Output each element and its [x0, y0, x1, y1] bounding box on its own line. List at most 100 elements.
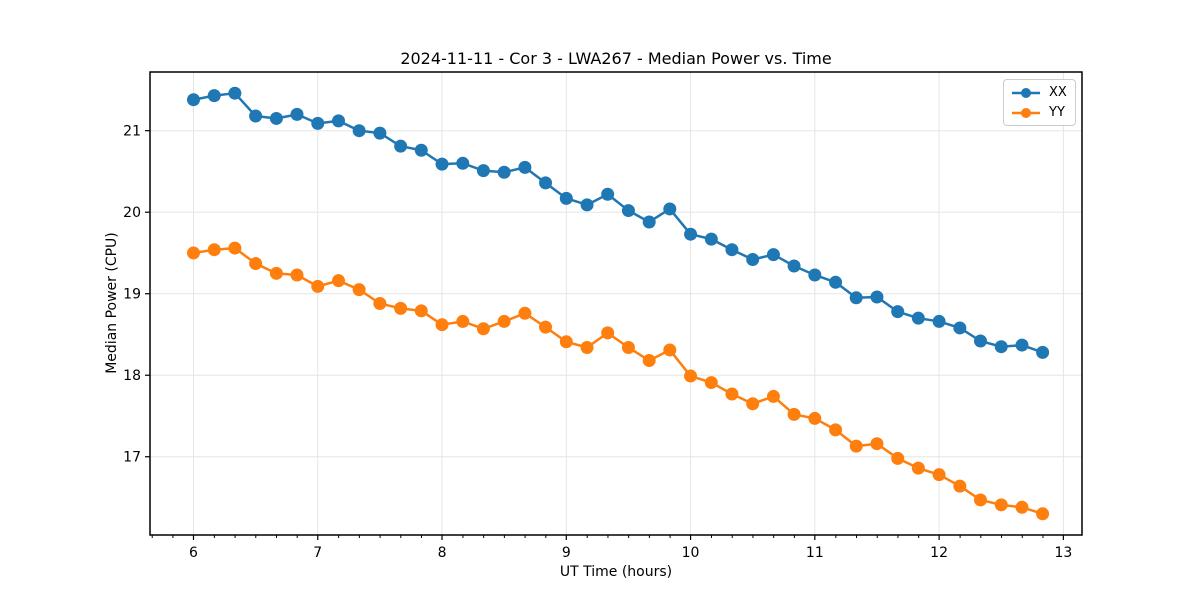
data-point-yy [249, 257, 263, 271]
data-point-yy [435, 318, 449, 332]
data-point-yy [207, 243, 221, 257]
data-point-xx [290, 107, 304, 121]
data-point-xx [746, 252, 760, 266]
data-point-yy [373, 297, 387, 310]
data-point-yy [891, 451, 905, 465]
data-point-xx [497, 165, 511, 179]
data-point-yy [559, 335, 573, 349]
data-point-xx [332, 114, 346, 128]
data-point-yy [746, 397, 760, 411]
data-point-xx [249, 109, 263, 123]
y-tick-label: 19 [123, 287, 141, 303]
legend-label-yy: YY [1049, 105, 1065, 120]
data-point-yy [870, 437, 884, 451]
data-point-yy [953, 479, 967, 493]
data-point-xx [311, 116, 325, 130]
data-point-yy [332, 274, 346, 288]
data-point-yy [414, 304, 428, 318]
y-tick-label: 18 [123, 368, 141, 384]
legend-line-marker-icon [1012, 87, 1040, 98]
data-point-xx [186, 93, 200, 107]
data-point-xx [352, 124, 366, 138]
legend: XX YY [1003, 79, 1076, 126]
legend-line-marker-icon [1012, 107, 1040, 118]
data-point-yy [476, 322, 490, 336]
data-point-xx [601, 187, 615, 201]
data-point-yy [911, 461, 925, 475]
data-point-yy [601, 326, 615, 340]
data-point-xx [829, 275, 843, 289]
legend-item-yy: YY [1011, 103, 1067, 122]
data-point-yy [704, 376, 718, 390]
data-point-yy [497, 314, 511, 328]
data-point-yy [808, 411, 822, 425]
data-point-xx [684, 227, 698, 241]
data-point-yy [642, 354, 656, 368]
data-point-xx [414, 143, 428, 157]
data-point-yy [186, 246, 200, 260]
data-point-yy [269, 266, 283, 280]
data-point-xx [1036, 345, 1050, 359]
data-point-xx [394, 139, 408, 153]
data-point-yy [394, 301, 408, 315]
data-point-yy [829, 423, 843, 437]
x-tick-label: 13 [1054, 545, 1072, 561]
data-point-xx [911, 311, 925, 325]
data-point-xx [539, 176, 553, 190]
data-point-yy [766, 389, 780, 403]
y-tick-label: 17 [123, 450, 141, 466]
x-tick-label: 6 [189, 545, 198, 561]
data-point-xx [559, 191, 573, 205]
data-point-yy [787, 407, 801, 421]
series-yy [186, 241, 1050, 521]
data-point-xx [766, 248, 780, 262]
data-point-xx [953, 321, 967, 335]
x-axis-label: UT Time (hours) [559, 564, 673, 580]
data-point-xx [994, 340, 1008, 354]
data-point-yy [725, 387, 739, 401]
legend-label-xx: XX [1049, 85, 1067, 100]
data-point-yy [621, 341, 635, 355]
y-axis-label: Median Power (CPU) [104, 232, 120, 374]
data-point-yy [1015, 500, 1029, 514]
data-point-xx [932, 314, 946, 328]
data-point-xx [973, 334, 987, 348]
data-point-xx [228, 86, 242, 100]
data-point-yy [228, 241, 242, 255]
data-point-xx [891, 305, 905, 319]
data-point-yy [1036, 507, 1050, 521]
data-point-yy [973, 493, 987, 507]
data-point-yy [580, 341, 594, 355]
x-tick-label: 7 [313, 545, 322, 561]
data-point-xx [518, 160, 532, 174]
data-point-xx [580, 198, 594, 212]
data-point-xx [808, 268, 822, 282]
x-tick-label: 8 [438, 545, 447, 561]
data-point-yy [518, 306, 532, 320]
data-point-yy [663, 343, 677, 357]
gridlines [150, 72, 1082, 535]
x-tick-label: 9 [562, 545, 571, 561]
data-point-xx [1015, 338, 1029, 352]
data-point-yy [932, 468, 946, 482]
data-point-xx [642, 215, 656, 229]
data-point-yy [849, 439, 863, 453]
data-point-xx [476, 164, 490, 178]
data-point-xx [435, 157, 449, 171]
data-point-xx [456, 156, 470, 170]
data-point-xx [787, 259, 801, 273]
data-point-xx [725, 243, 739, 257]
data-point-yy [352, 283, 366, 297]
data-point-xx [849, 291, 863, 305]
x-tick-label: 11 [806, 545, 824, 561]
data-point-yy [311, 279, 325, 293]
series-xx [186, 86, 1050, 359]
data-point-xx [870, 290, 884, 304]
data-point-xx [269, 111, 283, 125]
y-tick-label: 21 [123, 124, 141, 140]
data-point-xx [663, 202, 677, 216]
axes-spines [149, 71, 1083, 536]
data-point-xx [704, 232, 718, 246]
